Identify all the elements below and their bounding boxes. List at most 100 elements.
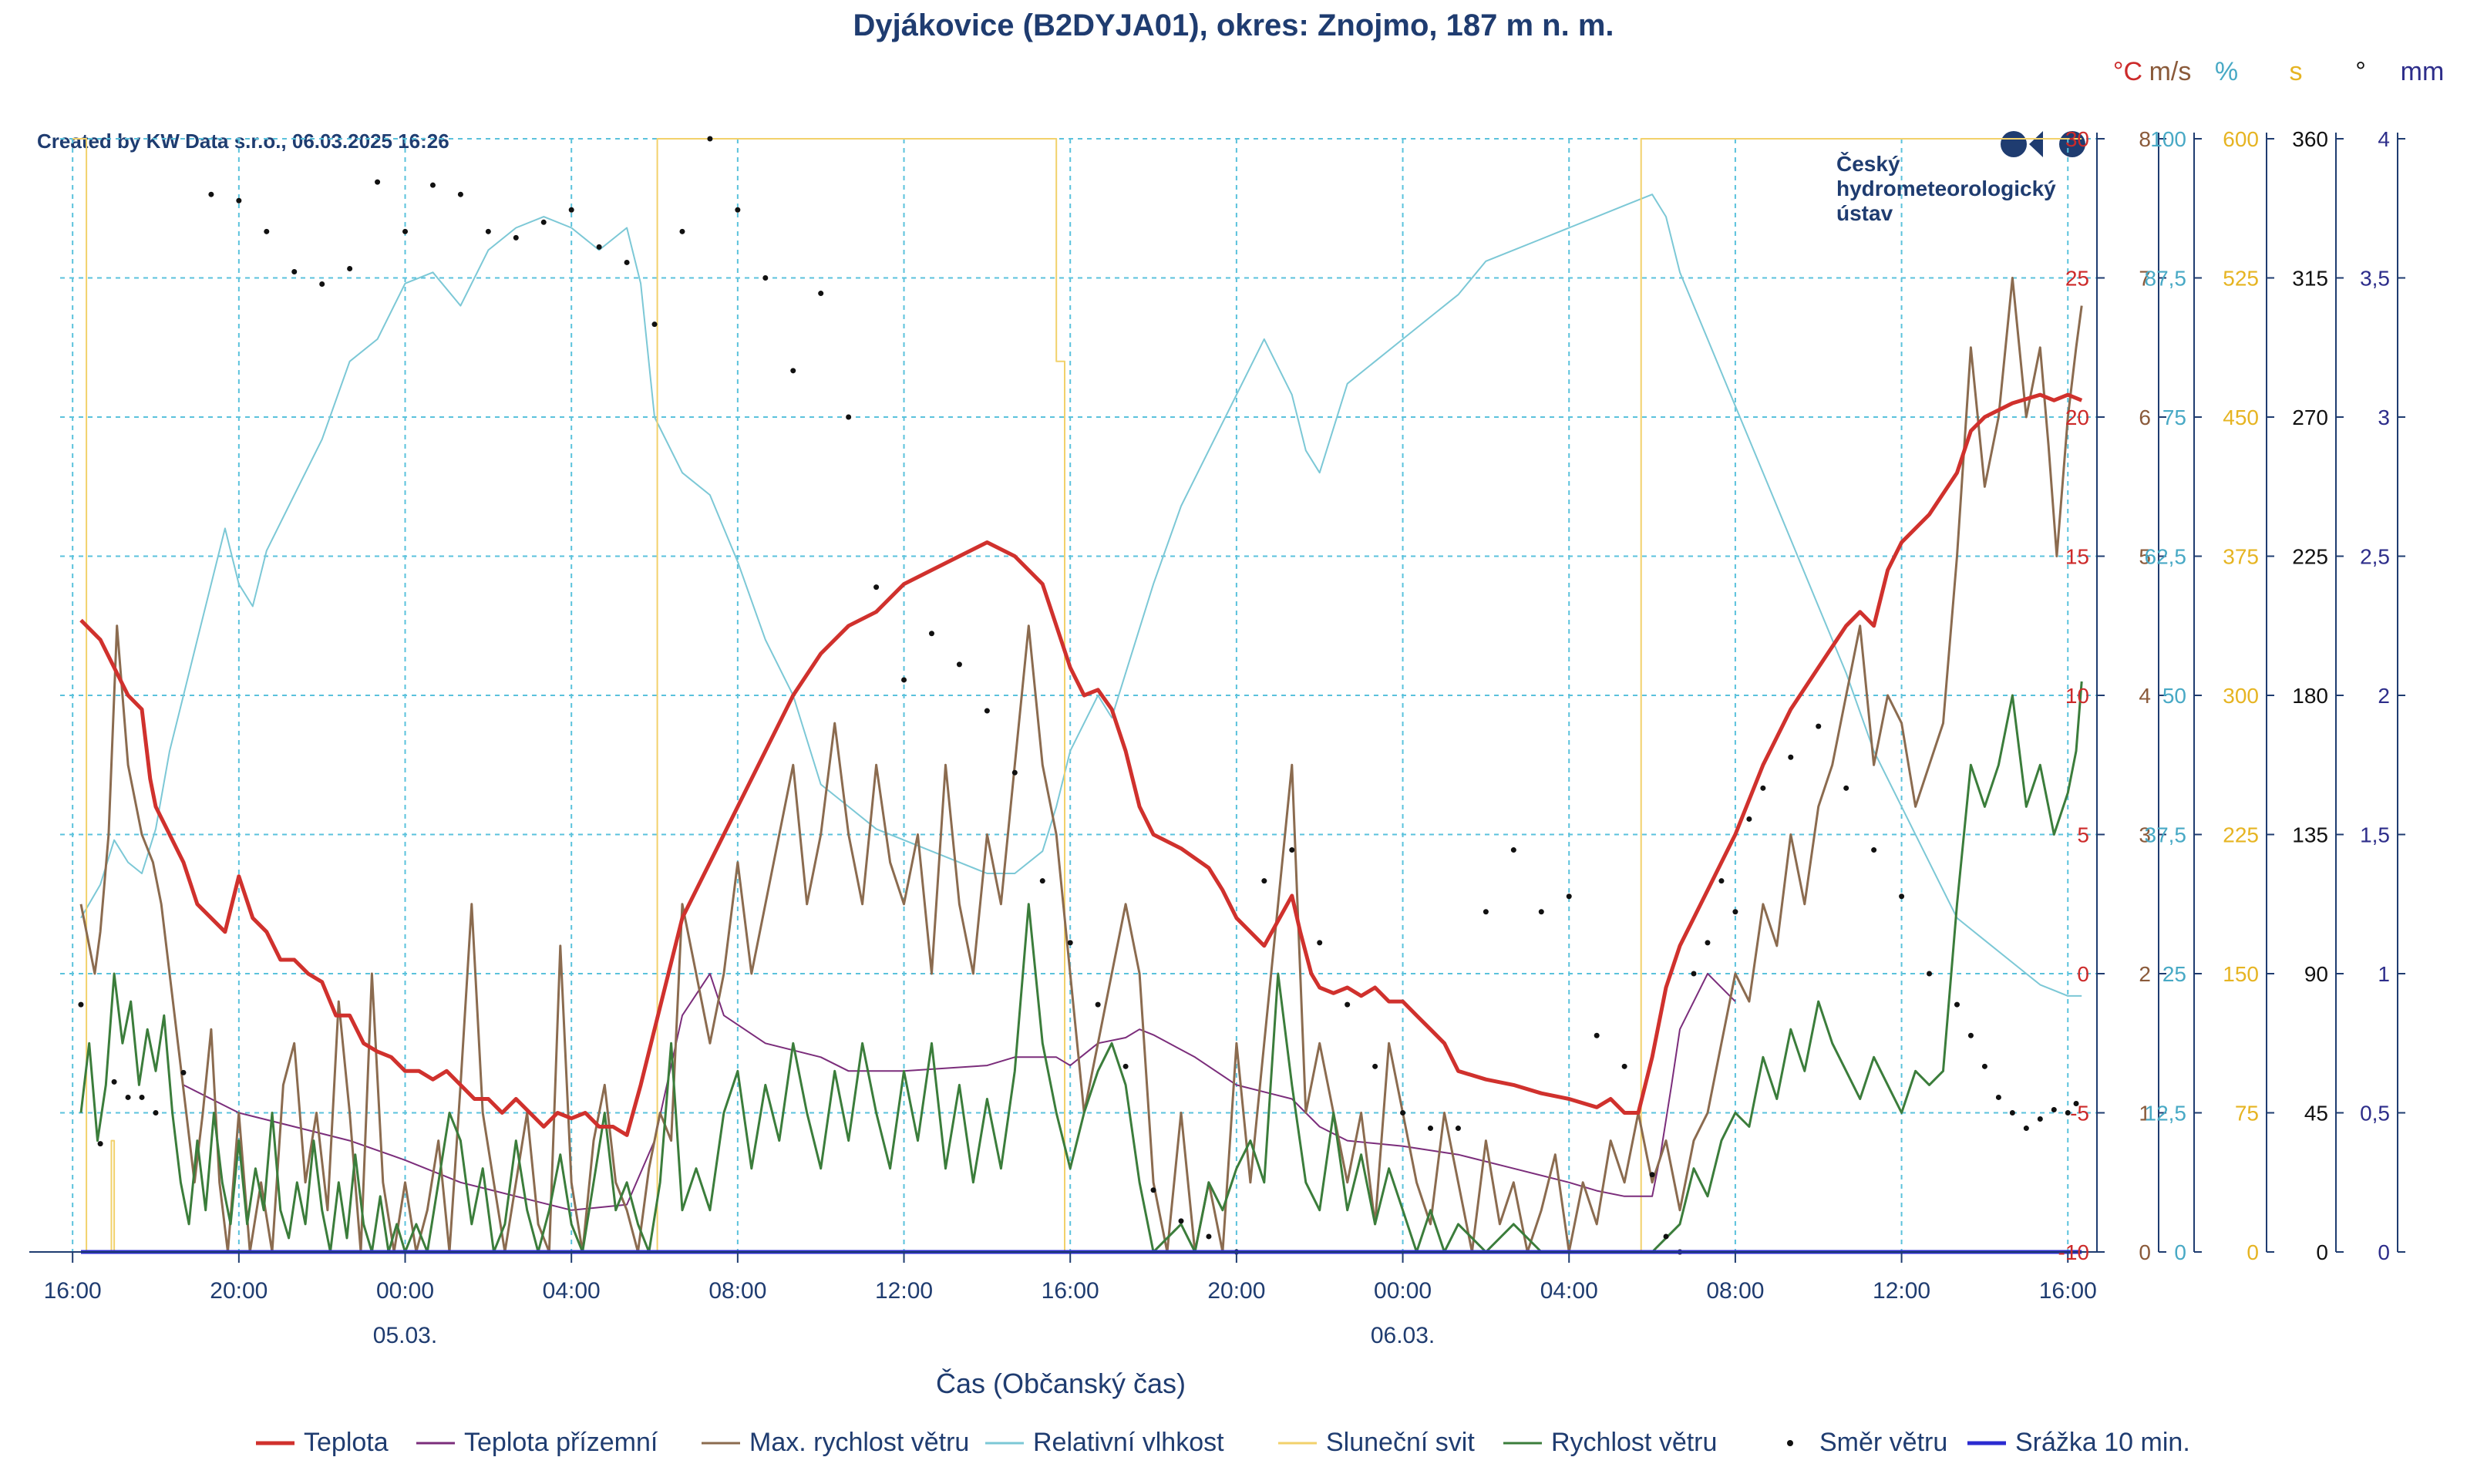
wind-direction-point xyxy=(1871,847,1877,853)
x-tick-label: 16:00 xyxy=(2039,1278,2097,1304)
x-tick-label: 08:00 xyxy=(708,1278,766,1304)
y-tick-label: 50 xyxy=(2162,684,2186,708)
wind-direction-point xyxy=(651,321,658,328)
wind-direction-point xyxy=(1995,1094,2001,1100)
legend-item: Max. rychlost větru xyxy=(702,1428,969,1457)
y-tick-label: 450 xyxy=(2223,405,2259,429)
y-tick-label: 100 xyxy=(2150,127,2186,151)
y-tick-label: 1 xyxy=(2139,1102,2151,1126)
wind-direction-point xyxy=(846,414,852,420)
y-tick-label: 10 xyxy=(2065,684,2089,708)
logo-half-dot xyxy=(2029,131,2043,157)
y-tick-label: 1,5 xyxy=(2360,823,2390,847)
wind-direction-point xyxy=(1649,1172,1655,1178)
wind-direction-point xyxy=(1317,940,1323,946)
wind-direction-point xyxy=(1967,1032,1974,1038)
x-tick-label: 04:00 xyxy=(543,1278,601,1304)
y-tick-label: 525 xyxy=(2223,267,2259,291)
wind-direction-point xyxy=(1122,1063,1129,1069)
wind-direction-point xyxy=(624,259,630,265)
y-tick-label: 2,5 xyxy=(2360,545,2390,569)
wind-direction-point xyxy=(1663,1233,1669,1240)
x-tick-label: 12:00 xyxy=(875,1278,933,1304)
series-max-rychlost-v-tru xyxy=(79,277,2083,1253)
wind-direction-point xyxy=(1400,1110,1406,1116)
wind-direction-point xyxy=(1718,878,1725,884)
wind-direction-point xyxy=(347,265,353,271)
wind-direction-point xyxy=(2073,1100,2079,1106)
wind-direction-point xyxy=(513,234,519,241)
wind-direction-point xyxy=(1746,816,1752,822)
legend-item: Směr větru xyxy=(1787,1428,1947,1457)
series-line xyxy=(79,277,2083,1253)
wind-direction-point xyxy=(956,661,962,668)
x-axis-label: Čas (Občanský čas) xyxy=(936,1368,1186,1399)
y-tick-label: 0,5 xyxy=(2360,1102,2390,1126)
wind-direction-point xyxy=(208,191,214,197)
y-tick-label: 30 xyxy=(2065,127,2089,151)
wind-direction-point xyxy=(928,631,934,637)
wind-direction-point xyxy=(1011,769,1018,776)
wind-direction-point xyxy=(873,584,880,591)
y-tick-label: 0 xyxy=(2378,1240,2390,1264)
wind-direction-point xyxy=(1345,1001,1351,1008)
wind-direction-point xyxy=(264,228,270,234)
x-tick-label: 00:00 xyxy=(376,1278,434,1304)
wind-direction-point xyxy=(1428,1126,1434,1132)
legend-label: Teplota přízemní xyxy=(464,1428,658,1457)
wind-direction-point xyxy=(2023,1126,2029,1132)
y-tick-label: 360 xyxy=(2292,127,2328,151)
chmi-logo: Český hydrometeorologický ústav xyxy=(1836,131,2085,225)
wind-direction-point xyxy=(596,244,602,250)
wind-direction-point xyxy=(1483,909,1489,915)
y-tick-label: 3,5 xyxy=(2360,267,2390,291)
wind-direction-point xyxy=(1455,1126,1461,1132)
logo-dot-left xyxy=(2001,131,2027,157)
wind-direction-point xyxy=(901,677,907,683)
y-tick-label: 5 xyxy=(2077,823,2089,847)
y-axis-4: s 0 75 150 225 300 375 450 525 600 xyxy=(2223,57,2302,1264)
wind-direction-point xyxy=(735,207,741,213)
wind-direction-point xyxy=(1538,909,1544,915)
wind-direction-point xyxy=(485,228,491,234)
y-tick-label: 600 xyxy=(2223,127,2259,151)
x-tick-label: 08:00 xyxy=(1706,1278,1764,1304)
x-tick-label: 20:00 xyxy=(210,1278,268,1304)
wind-direction-point xyxy=(1705,940,1711,946)
y-tick-label: 0 xyxy=(2077,962,2089,986)
chart-title: Dyjákovice (B2DYJA01), okres: Znojmo, 18… xyxy=(853,8,1614,42)
wind-direction-point xyxy=(1816,723,1822,729)
y-tick-label: 15 xyxy=(2065,545,2089,569)
y-tick-label: 1 xyxy=(2378,962,2390,986)
wind-direction-point xyxy=(1039,878,1045,884)
y-tick-label: 75 xyxy=(2162,405,2186,429)
legend-swatch xyxy=(1787,1440,1793,1446)
wind-direction-point xyxy=(402,228,409,234)
legend-label: Sluneční svit xyxy=(1326,1428,1475,1457)
series-rychlost-v-tru xyxy=(79,681,2083,1253)
y-tick-label: 3 xyxy=(2378,405,2390,429)
y-tick-label: 87,5 xyxy=(2145,267,2187,291)
y-tick-label: 2 xyxy=(2139,962,2151,986)
plot-series xyxy=(72,136,2083,1255)
logo-line-1: Český xyxy=(1836,151,1900,176)
y-axis-6: mm 0 0,5 1 1,5 2 2,5 3 3,5 4 xyxy=(2360,57,2444,1264)
legend-label: Směr větru xyxy=(1819,1428,1947,1457)
x-tick-label: 16:00 xyxy=(44,1278,102,1304)
wind-direction-point xyxy=(2009,1110,2015,1116)
legend-label: Relativní vlhkost xyxy=(1033,1428,1224,1457)
wind-direction-point xyxy=(540,219,547,225)
wind-direction-point xyxy=(1899,893,1905,900)
legend-item: Srážka 10 min. xyxy=(1967,1428,2190,1457)
legend-item: Relativní vlhkost xyxy=(985,1428,1224,1457)
y-tick-label: 8 xyxy=(2139,127,2151,151)
y-tick-label: 25 xyxy=(2065,267,2089,291)
y-tick-label: 6 xyxy=(2139,405,2151,429)
x-tick-label: 00:00 xyxy=(1374,1278,1432,1304)
series-line xyxy=(80,193,2082,997)
y-tick-label: 62,5 xyxy=(2145,545,2187,569)
wind-direction-point xyxy=(111,1079,117,1085)
wind-direction-point xyxy=(1095,1001,1101,1008)
wind-direction-point xyxy=(125,1094,131,1100)
